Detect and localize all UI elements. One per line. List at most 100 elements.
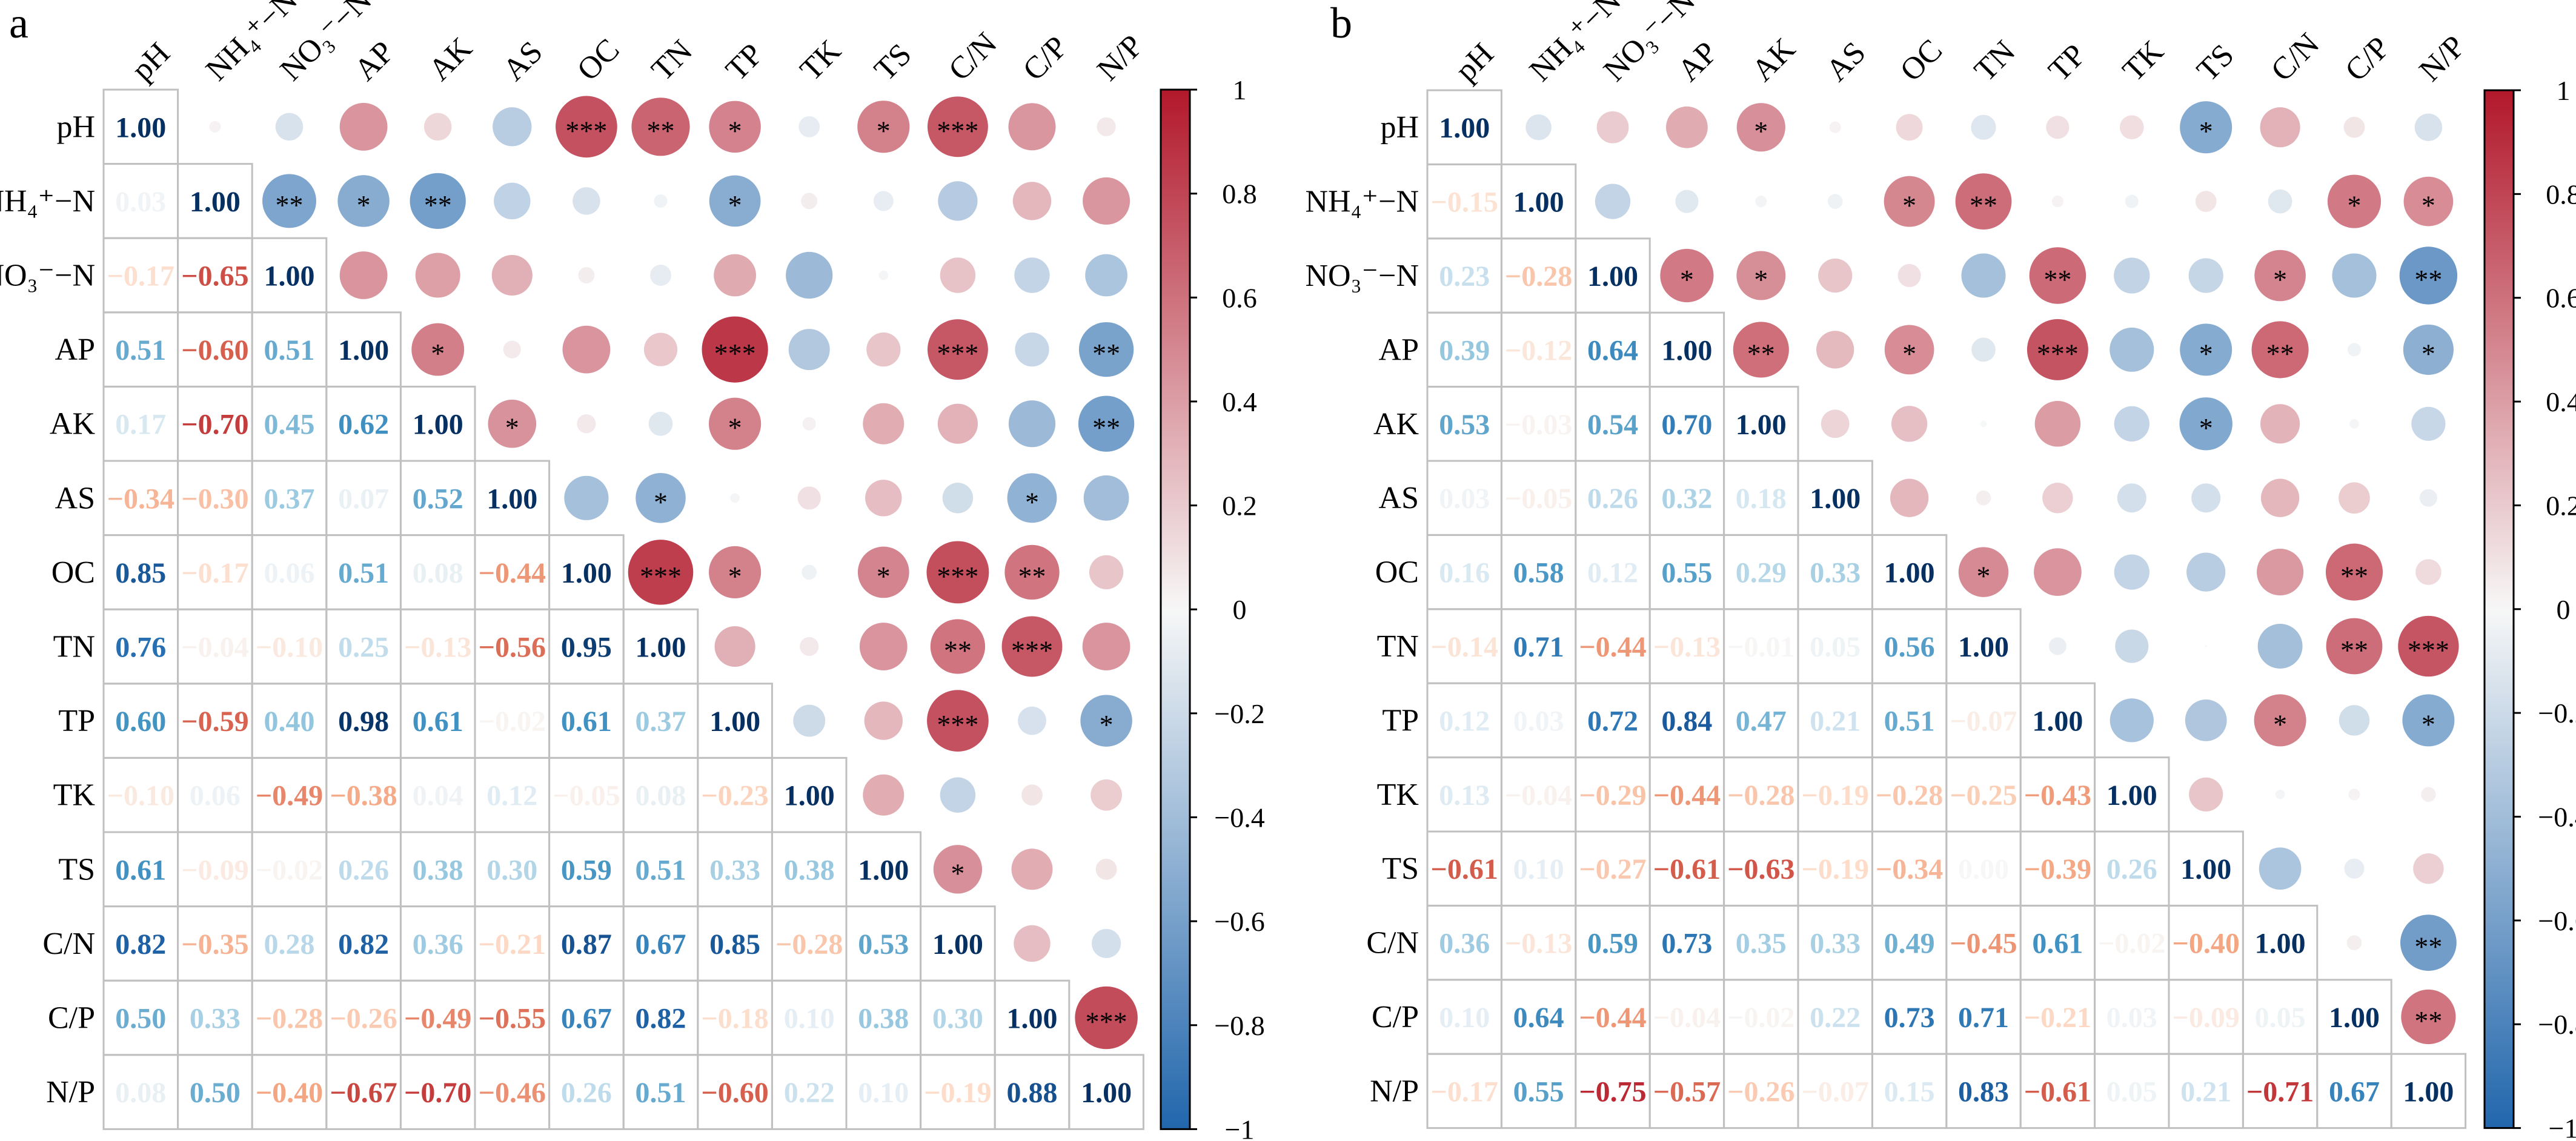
correlation-circle [1007,473,1057,523]
correlation-circle [1090,779,1122,811]
correlation-circle [2185,699,2227,741]
correlation-circle [1827,194,1843,209]
correlation-circle [262,174,316,228]
correlation-circle [2275,790,2285,799]
correlation-circle [1080,695,1132,747]
correlation-circle [938,181,978,221]
grid-cell [1068,1054,1144,1130]
correlation-value: 0.61 [2032,928,2083,960]
significance-stars: * [2422,338,2435,369]
significance-stars: * [1977,561,1991,592]
correlation-value: 0.37 [264,483,315,515]
correlation-value: 0.61 [115,854,166,886]
correlation-value: −0.09 [181,854,248,886]
correlation-value: 1.00 [338,334,389,366]
correlation-value: −0.45 [1950,928,2017,960]
correlation-value: −0.55 [479,1003,546,1035]
correlation-circle [859,623,908,670]
correlation-value: −0.27 [1579,853,1646,885]
correlation-value: 0.03 [2106,1002,2157,1034]
correlation-value: 0.50 [190,1077,241,1109]
column-label: AP [348,35,400,87]
correlation-value: −0.39 [2024,853,2091,885]
row-label: N/P [46,1075,95,1110]
significance-stars: * [1902,338,1916,369]
correlation-circle [1660,248,1714,303]
correlation-circle [578,266,595,284]
correlation-circle [2259,847,2302,890]
correlation-circle [709,175,761,227]
correlation-value: 0.33 [1810,928,1861,960]
correlation-circle [863,774,905,816]
correlation-value: −0.09 [2173,1002,2240,1034]
column-label: AS [1819,35,1872,88]
correlation-circle [933,845,983,894]
correlation-value: 0.50 [115,1003,166,1035]
correlation-circle [786,251,833,299]
colorbar-tick-label: −0.8 [2538,1009,2576,1040]
correlation-value: 0.53 [858,928,909,961]
row-label: AP [1379,332,1419,367]
correlation-value: −0.25 [1950,779,2017,812]
correlation-circle [636,473,686,523]
correlation-value: 0.71 [1958,1002,2009,1034]
correlation-value: 1.00 [858,854,909,886]
correlation-value: −0.28 [1505,260,1572,293]
correlation-value: 0.18 [1736,483,1787,515]
row-label: AS [1379,481,1419,515]
correlation-circle [2205,645,2208,647]
correlation-circle [1008,103,1056,151]
column-label: TN [645,33,699,87]
correlation-circle [2191,483,2221,513]
correlation-circle [1736,251,1786,300]
column-label: C/P [1017,30,1075,88]
row-label: TS [58,852,95,887]
correlation-value: −0.14 [1431,631,1498,663]
significance-stars: *** [937,338,978,369]
correlation-value: 0.82 [115,928,166,961]
significance-stars: * [1025,486,1039,517]
significance-stars: * [1754,264,1768,295]
row-label: AK [50,407,96,442]
correlation-circle [1891,406,1928,442]
correlation-value: −0.19 [924,1077,991,1109]
correlation-value: 0.51 [636,1077,686,1109]
colorbar-tick-label: 0.4 [2546,386,2576,417]
significance-stars: ** [2414,1005,2442,1036]
correlation-circle [648,411,673,436]
correlation-circle [503,340,521,359]
correlation-circle [209,121,221,133]
correlation-value: 0.67 [636,928,686,961]
correlation-circle [1884,325,1934,375]
significance-stars: *** [565,115,607,146]
correlation-circle [2034,548,2082,596]
correlation-value: 0.08 [115,1077,166,1109]
correlation-value: 0.03 [1439,483,1490,515]
correlation-value: 0.64 [1587,334,1638,366]
correlation-circle [873,191,894,211]
colorbar-tick-label: −1 [1225,1114,1255,1141]
colorbar-tick-label: 0.8 [2546,179,2576,210]
correlation-value: 0.40 [264,706,315,738]
correlation-value: −0.28 [775,928,843,961]
row-label: TS [1382,852,1419,886]
correlation-value: −0.15 [1431,187,1498,219]
colorbar-tick-label: 0.6 [2546,283,2576,314]
correlation-circle [2260,478,2300,517]
correlation-value: 1.00 [1884,557,1935,589]
colorbar-tick-label: 0.2 [1222,491,1257,521]
correlation-value: −0.70 [404,1077,471,1109]
correlation-value: 0.21 [1810,705,1861,737]
correlation-value: 0.52 [413,483,463,515]
correlation-circle [2051,196,2063,208]
significance-stars: ** [424,190,452,220]
correlation-value: 1.00 [1958,631,2009,663]
correlation-value: 0.59 [1587,928,1638,960]
column-label: TN [1968,34,2022,88]
row-label: TP [1382,703,1419,738]
correlation-value: −0.23 [701,780,768,812]
correlation-value: 0.67 [561,1003,612,1035]
correlation-value: 0.61 [413,706,463,738]
correlation-circle [1821,409,1850,438]
correlation-circle [2325,543,2383,601]
